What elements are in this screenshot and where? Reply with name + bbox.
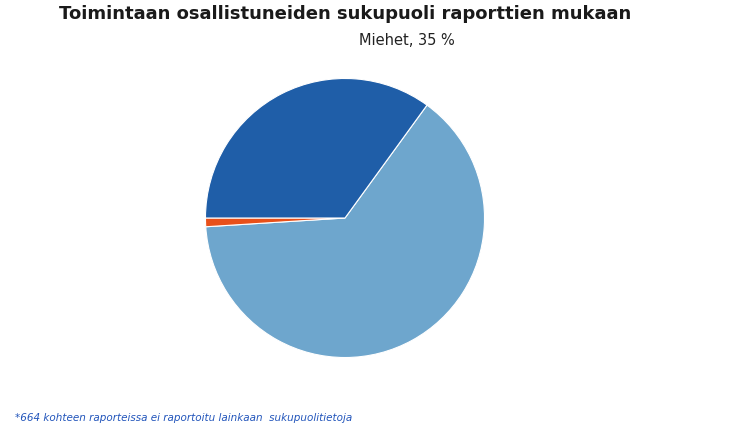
Title: Toimintaan osallistuneiden sukupuoli raporttien mukaan: Toimintaan osallistuneiden sukupuoli rap… (58, 5, 632, 23)
Wedge shape (206, 218, 345, 227)
Wedge shape (206, 78, 427, 218)
Wedge shape (206, 105, 484, 358)
Text: Ei ilmoitettua
sukupuolta, 1 %: Ei ilmoitettua sukupuolta, 1 % (0, 435, 1, 436)
Text: *664 kohteen raporteissa ei raportoitu lainkaan  sukupuolitietoja: *664 kohteen raporteissa ei raportoitu l… (15, 413, 352, 423)
Text: Naiset, 64 %: Naiset, 64 % (0, 435, 1, 436)
Text: Miehet, 35 %: Miehet, 35 % (359, 33, 454, 48)
